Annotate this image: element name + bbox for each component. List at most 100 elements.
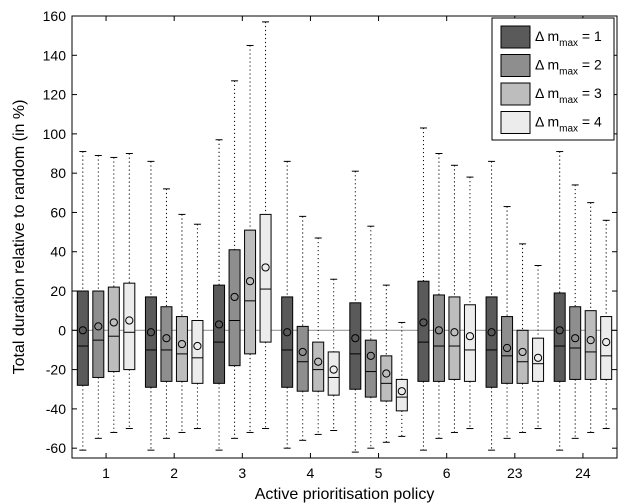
mean-marker xyxy=(382,369,391,378)
mean-marker xyxy=(397,387,406,396)
x-tick-label: 6 xyxy=(443,465,451,481)
legend-label: Δ mmax = 3 xyxy=(535,85,602,106)
box-body xyxy=(380,355,393,402)
box-body xyxy=(501,316,514,384)
box-1-series-1 xyxy=(76,151,89,451)
box-5-series-4 xyxy=(395,321,408,437)
legend-label: Δ mmax = 4 xyxy=(535,114,602,135)
box-2-series-1 xyxy=(144,160,157,451)
box-body xyxy=(516,329,529,384)
legend-swatch xyxy=(500,25,531,49)
y-tick-label: 100 xyxy=(43,126,67,142)
legend-label: Δ mmax = 1 xyxy=(535,28,602,49)
box-5-series-2 xyxy=(364,225,377,449)
box-2-series-2 xyxy=(160,188,173,439)
box-body xyxy=(349,302,362,390)
mean-marker xyxy=(502,343,512,353)
box-1-series-3 xyxy=(107,156,120,433)
mean-marker xyxy=(162,334,171,343)
y-tick-label: 120 xyxy=(43,87,67,103)
mean-marker xyxy=(214,320,224,329)
mean-marker xyxy=(298,347,307,357)
box-series-group xyxy=(76,21,613,453)
mean-marker xyxy=(518,347,527,357)
legend-swatch xyxy=(500,82,531,106)
box-body xyxy=(463,304,476,382)
y-tick-label: 80 xyxy=(50,165,66,181)
y-axis-title: Total duration relative to random (in %) xyxy=(11,100,28,375)
box-6-series-1 xyxy=(417,127,430,451)
y-tick-label: 0 xyxy=(58,322,66,338)
box-24-series-1 xyxy=(553,151,566,451)
box-body xyxy=(532,337,545,382)
y-tick-label: 40 xyxy=(50,244,66,260)
y-tick-label: 160 xyxy=(43,8,67,24)
box-body xyxy=(213,284,226,384)
mean-marker xyxy=(94,322,103,331)
box-body xyxy=(228,249,241,367)
mean-marker xyxy=(571,334,580,343)
box-1-series-4 xyxy=(123,153,136,430)
box-body xyxy=(191,319,204,384)
box-body xyxy=(76,290,89,386)
x-tick-label: 5 xyxy=(375,465,383,481)
box-3-series-2 xyxy=(228,80,241,439)
mean-marker xyxy=(487,328,496,337)
mean-marker xyxy=(109,318,118,327)
mean-marker xyxy=(78,326,87,335)
legend: Δ mmax = 1 Δ mmax = 2 Δ mmax = 3 Δ mmax = 4 xyxy=(491,17,615,141)
box-body xyxy=(312,341,325,392)
x-tick-label: 24 xyxy=(575,465,591,481)
box-4-series-4 xyxy=(327,278,340,431)
mean-marker xyxy=(177,339,187,349)
box-body xyxy=(160,306,173,382)
box-body xyxy=(485,296,498,388)
box-body xyxy=(144,296,157,388)
y-tick-label: 140 xyxy=(43,47,67,63)
mean-marker xyxy=(245,277,255,286)
mean-marker xyxy=(230,292,239,302)
box-6-series-4 xyxy=(463,176,476,430)
x-axis-title: Active prioritisation policy xyxy=(255,486,435,503)
mean-marker xyxy=(602,337,611,347)
box-24-series-3 xyxy=(584,202,597,433)
box-4-series-2 xyxy=(296,215,309,441)
mean-marker xyxy=(125,316,134,325)
legend-entry-3: Δ mmax = 3 xyxy=(500,82,602,106)
x-tick-label: 2 xyxy=(170,465,178,481)
box-body xyxy=(259,213,272,343)
box-23-series-3 xyxy=(516,243,529,433)
y-tick-label: -60 xyxy=(46,440,66,456)
mean-marker xyxy=(329,365,338,374)
box-24-series-2 xyxy=(569,184,582,439)
mean-marker xyxy=(193,341,202,351)
box-body xyxy=(448,296,461,380)
box-body xyxy=(364,339,377,398)
box-2-series-4 xyxy=(191,223,204,430)
box-5-series-3 xyxy=(380,284,393,443)
mean-marker xyxy=(314,357,323,366)
box-5-series-1 xyxy=(349,170,362,453)
x-tick-label: 23 xyxy=(507,465,523,481)
box-body xyxy=(123,282,136,371)
box-4-series-1 xyxy=(281,160,294,449)
box-body xyxy=(244,229,257,355)
mean-marker xyxy=(283,328,292,337)
mean-marker xyxy=(434,326,444,335)
box-body xyxy=(569,306,582,380)
y-tick-label: 60 xyxy=(50,204,66,220)
box-body xyxy=(281,296,294,388)
box-3-series-4 xyxy=(259,21,272,430)
x-tick-label: 3 xyxy=(238,465,246,481)
box-body xyxy=(584,310,597,380)
box-3-series-3 xyxy=(244,44,257,433)
mean-marker xyxy=(366,351,375,360)
box-23-series-1 xyxy=(485,160,498,451)
box-body xyxy=(432,294,445,382)
mean-marker xyxy=(146,328,156,337)
box-body xyxy=(107,286,120,373)
box-23-series-2 xyxy=(501,206,514,439)
mean-marker xyxy=(465,332,475,341)
axes-frame xyxy=(71,15,618,459)
box-body xyxy=(417,280,430,382)
